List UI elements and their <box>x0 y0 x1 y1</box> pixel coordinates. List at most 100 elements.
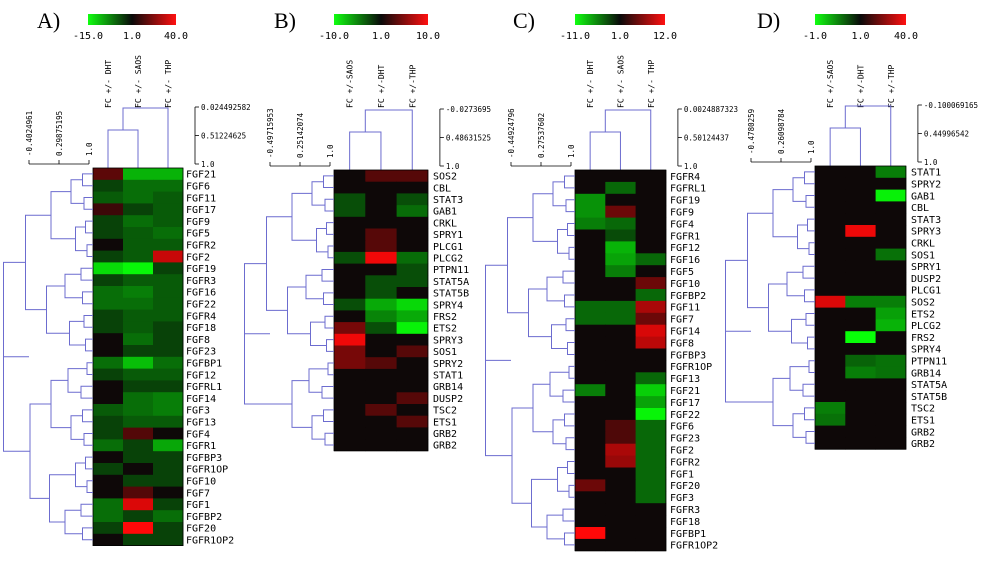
heatmap-cell <box>396 345 429 358</box>
heatmap-cell <box>396 298 429 311</box>
heatmap-cell <box>875 201 907 214</box>
row-label: GRB2 <box>433 441 457 452</box>
row-label: FGFRL1 <box>670 184 706 195</box>
row-label: FGF10 <box>670 279 700 290</box>
left-dendrogram-link <box>82 527 93 541</box>
heatmap-cell <box>123 321 154 334</box>
heatmap-cell <box>334 392 366 405</box>
row-label: FGF11 <box>670 303 700 314</box>
heatmap-cell <box>815 295 846 308</box>
left-dendrogram-link <box>808 360 815 373</box>
heatmap-cell <box>605 491 636 504</box>
heatmap-cell <box>123 333 154 346</box>
heatmap-cell <box>365 310 397 323</box>
heatmap-cell <box>575 455 606 468</box>
heatmap-cell <box>875 354 907 367</box>
left-dendrogram-link <box>86 244 93 257</box>
left-dendrogram-link <box>802 265 815 279</box>
row-label: SPRY3 <box>433 335 463 346</box>
heatmap-cell <box>815 343 846 356</box>
heatmap-cell <box>334 170 366 183</box>
row-label: GRB2 <box>911 439 935 450</box>
heatmap-cell <box>575 312 606 326</box>
heatmap-cell <box>334 251 366 264</box>
panel-0: A) -15.0 1.0 40.0 FC +/- DHT FC +/- SAOS FC +/… <box>3 8 251 546</box>
heatmap-cell <box>93 356 124 369</box>
left-axis-label: 1.0 <box>85 142 94 156</box>
row-label: SOS2 <box>433 172 457 183</box>
heatmap-cell <box>153 321 184 334</box>
heatmap-cell <box>815 272 846 285</box>
heatmap-cell <box>635 491 667 504</box>
heatmap-cell <box>635 479 667 492</box>
row-label: FGF12 <box>186 370 216 381</box>
heatmap-cell <box>875 413 907 426</box>
left-dendrogram-link <box>83 433 93 446</box>
scale-label: 1.0 <box>123 31 141 42</box>
heatmap-cell <box>875 236 907 249</box>
heatmap-cell <box>93 404 124 417</box>
left-dendrogram-link <box>64 509 83 535</box>
row-label: FGF21 <box>186 170 216 181</box>
row-label: FGFR4 <box>670 172 700 183</box>
left-dendrogram-link <box>562 270 575 284</box>
heatmap-cell <box>334 427 366 440</box>
panel-letter: C) <box>513 8 535 33</box>
left-axis-label: 1.0 <box>567 144 576 158</box>
row-label: FGFR1OP <box>186 465 228 476</box>
scale-label: -1.0 <box>803 31 827 42</box>
left-dendrogram-link <box>266 216 292 311</box>
left-dendrogram-link <box>528 288 552 338</box>
heatmap-cell <box>575 324 606 337</box>
heatmap-cell <box>93 392 124 405</box>
heatmap-cell <box>93 321 124 334</box>
heatmap-cell <box>123 297 154 310</box>
heatmap-cell <box>153 522 184 535</box>
row-label: SPRY4 <box>911 345 941 356</box>
left-dendrogram-link <box>80 503 93 517</box>
row-label: STAT5A <box>911 380 947 391</box>
heatmap-cell <box>153 203 184 216</box>
left-dendrogram-link <box>308 368 328 393</box>
heatmap-cell <box>396 193 429 206</box>
column-label: FC +/- SAOS <box>616 55 625 108</box>
heatmap-cell <box>396 439 429 452</box>
heatmap-cell <box>365 181 397 194</box>
heatmap-cell <box>153 404 184 417</box>
heatmap-cell <box>575 503 606 516</box>
left-dendrogram-link <box>802 383 815 397</box>
row-label: PLCG1 <box>911 286 941 297</box>
heatmap-cell <box>875 366 907 379</box>
left-dendrogram-link <box>507 217 533 314</box>
heatmap-cell <box>396 228 429 241</box>
top-axis-label: 0.48631525 <box>446 134 491 143</box>
row-label: FGFR2 <box>670 457 700 468</box>
heatmap-cell <box>93 274 124 287</box>
heatmap-cell <box>875 331 907 344</box>
top-axis-label: 0.0024887323 <box>684 105 738 114</box>
row-label: SPRY1 <box>433 230 463 241</box>
heatmap-cell <box>365 322 397 335</box>
column-label: FC +/- THP <box>647 60 656 108</box>
row-label: ETS2 <box>911 309 935 320</box>
heatmap-cell <box>575 408 606 421</box>
heatmap-cell <box>153 392 184 405</box>
heatmap-cell <box>334 240 366 253</box>
row-label: FGF8 <box>186 335 210 346</box>
heatmap-cell <box>153 380 184 393</box>
left-dendrogram-link <box>564 175 575 189</box>
heatmap-cell <box>605 348 636 361</box>
heatmap-cell <box>93 498 124 511</box>
heatmap-cell <box>365 368 397 381</box>
heatmap-cell <box>123 380 154 393</box>
heatmap-cell <box>396 240 429 253</box>
heatmap-cell <box>845 425 876 438</box>
heatmap-cell <box>123 309 154 322</box>
left-dendrogram-link <box>80 267 93 281</box>
row-label: STAT3 <box>911 215 941 226</box>
heatmap-cell <box>605 408 636 421</box>
heatmap-cell <box>605 253 636 266</box>
heatmap-cell <box>153 368 184 381</box>
row-label: FGF22 <box>186 299 216 310</box>
